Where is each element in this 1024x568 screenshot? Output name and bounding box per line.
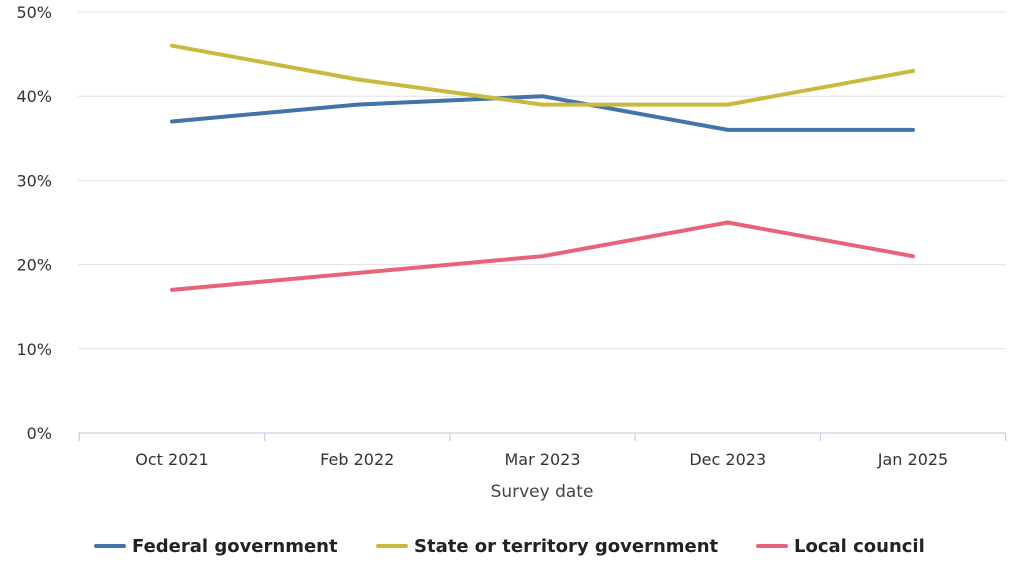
legend-item: Federal government bbox=[94, 536, 338, 557]
axes: 0% 10% 20% 30% 40% 50% Oct 2021 Feb 2022 Mar 202… bbox=[16, 3, 1007, 469]
x-tick-label: Dec 2023 bbox=[689, 450, 766, 469]
legend-label: Federal government bbox=[132, 536, 338, 557]
legend: Federal government State or territory gov… bbox=[94, 536, 925, 557]
legend-label: State or territory government bbox=[414, 536, 719, 557]
y-tick-label: 50% bbox=[16, 3, 52, 22]
legend-item: State or territory government bbox=[376, 536, 719, 557]
y-tick-label: 0% bbox=[27, 424, 52, 443]
x-tick-label: Feb 2022 bbox=[320, 450, 394, 469]
y-tick-label: 40% bbox=[16, 87, 52, 106]
y-tick-label: 30% bbox=[16, 171, 52, 190]
series-lines bbox=[170, 43, 915, 292]
x-axis-title: Survey date bbox=[491, 482, 594, 502]
gridlines bbox=[78, 11, 1006, 350]
x-tick-label: Jan 2025 bbox=[877, 450, 948, 469]
x-tick-label: Oct 2021 bbox=[135, 450, 208, 469]
x-tick-label: Mar 2023 bbox=[505, 450, 581, 469]
y-tick-label: 10% bbox=[16, 340, 52, 359]
legend-label: Local council bbox=[794, 536, 925, 557]
y-tick-label: 20% bbox=[16, 256, 52, 275]
legend-item: Local council bbox=[756, 536, 925, 557]
series-line-federal-government bbox=[170, 94, 915, 132]
